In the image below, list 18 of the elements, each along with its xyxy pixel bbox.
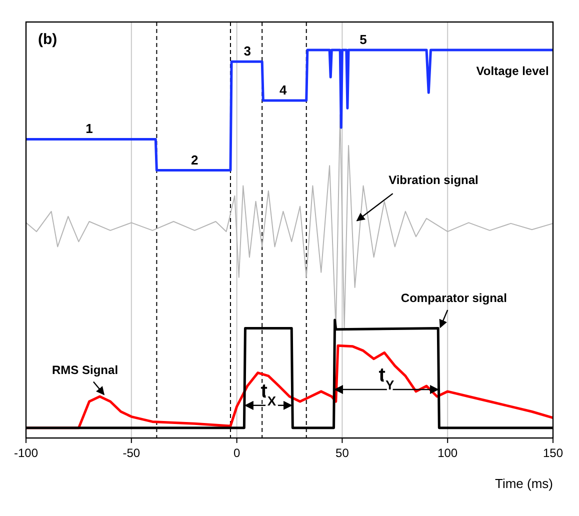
x-axis-title: Time (ms)	[494, 476, 553, 491]
x-tick-label: 0	[233, 446, 240, 460]
annotation: 5	[360, 32, 367, 47]
annotation: 1	[86, 121, 93, 136]
series-label: Vibration signal	[388, 172, 478, 187]
series-label: Comparator signal	[400, 291, 507, 306]
x-tick-label: 50	[336, 446, 350, 460]
x-tick-label: -100	[14, 446, 38, 460]
annotation: 4	[280, 82, 288, 98]
x-tick-label: 100	[438, 446, 458, 460]
text: RMS Signal	[52, 362, 118, 377]
annotation: 3	[244, 44, 251, 59]
series-label: Voltage level	[476, 64, 549, 78]
annotation: 2	[191, 152, 198, 168]
x-tick-label: -50	[122, 446, 140, 460]
annotation: t$_{Y}$	[378, 364, 394, 392]
x-tick-label: 150	[542, 446, 564, 460]
chart-title: (b)	[38, 31, 58, 48]
